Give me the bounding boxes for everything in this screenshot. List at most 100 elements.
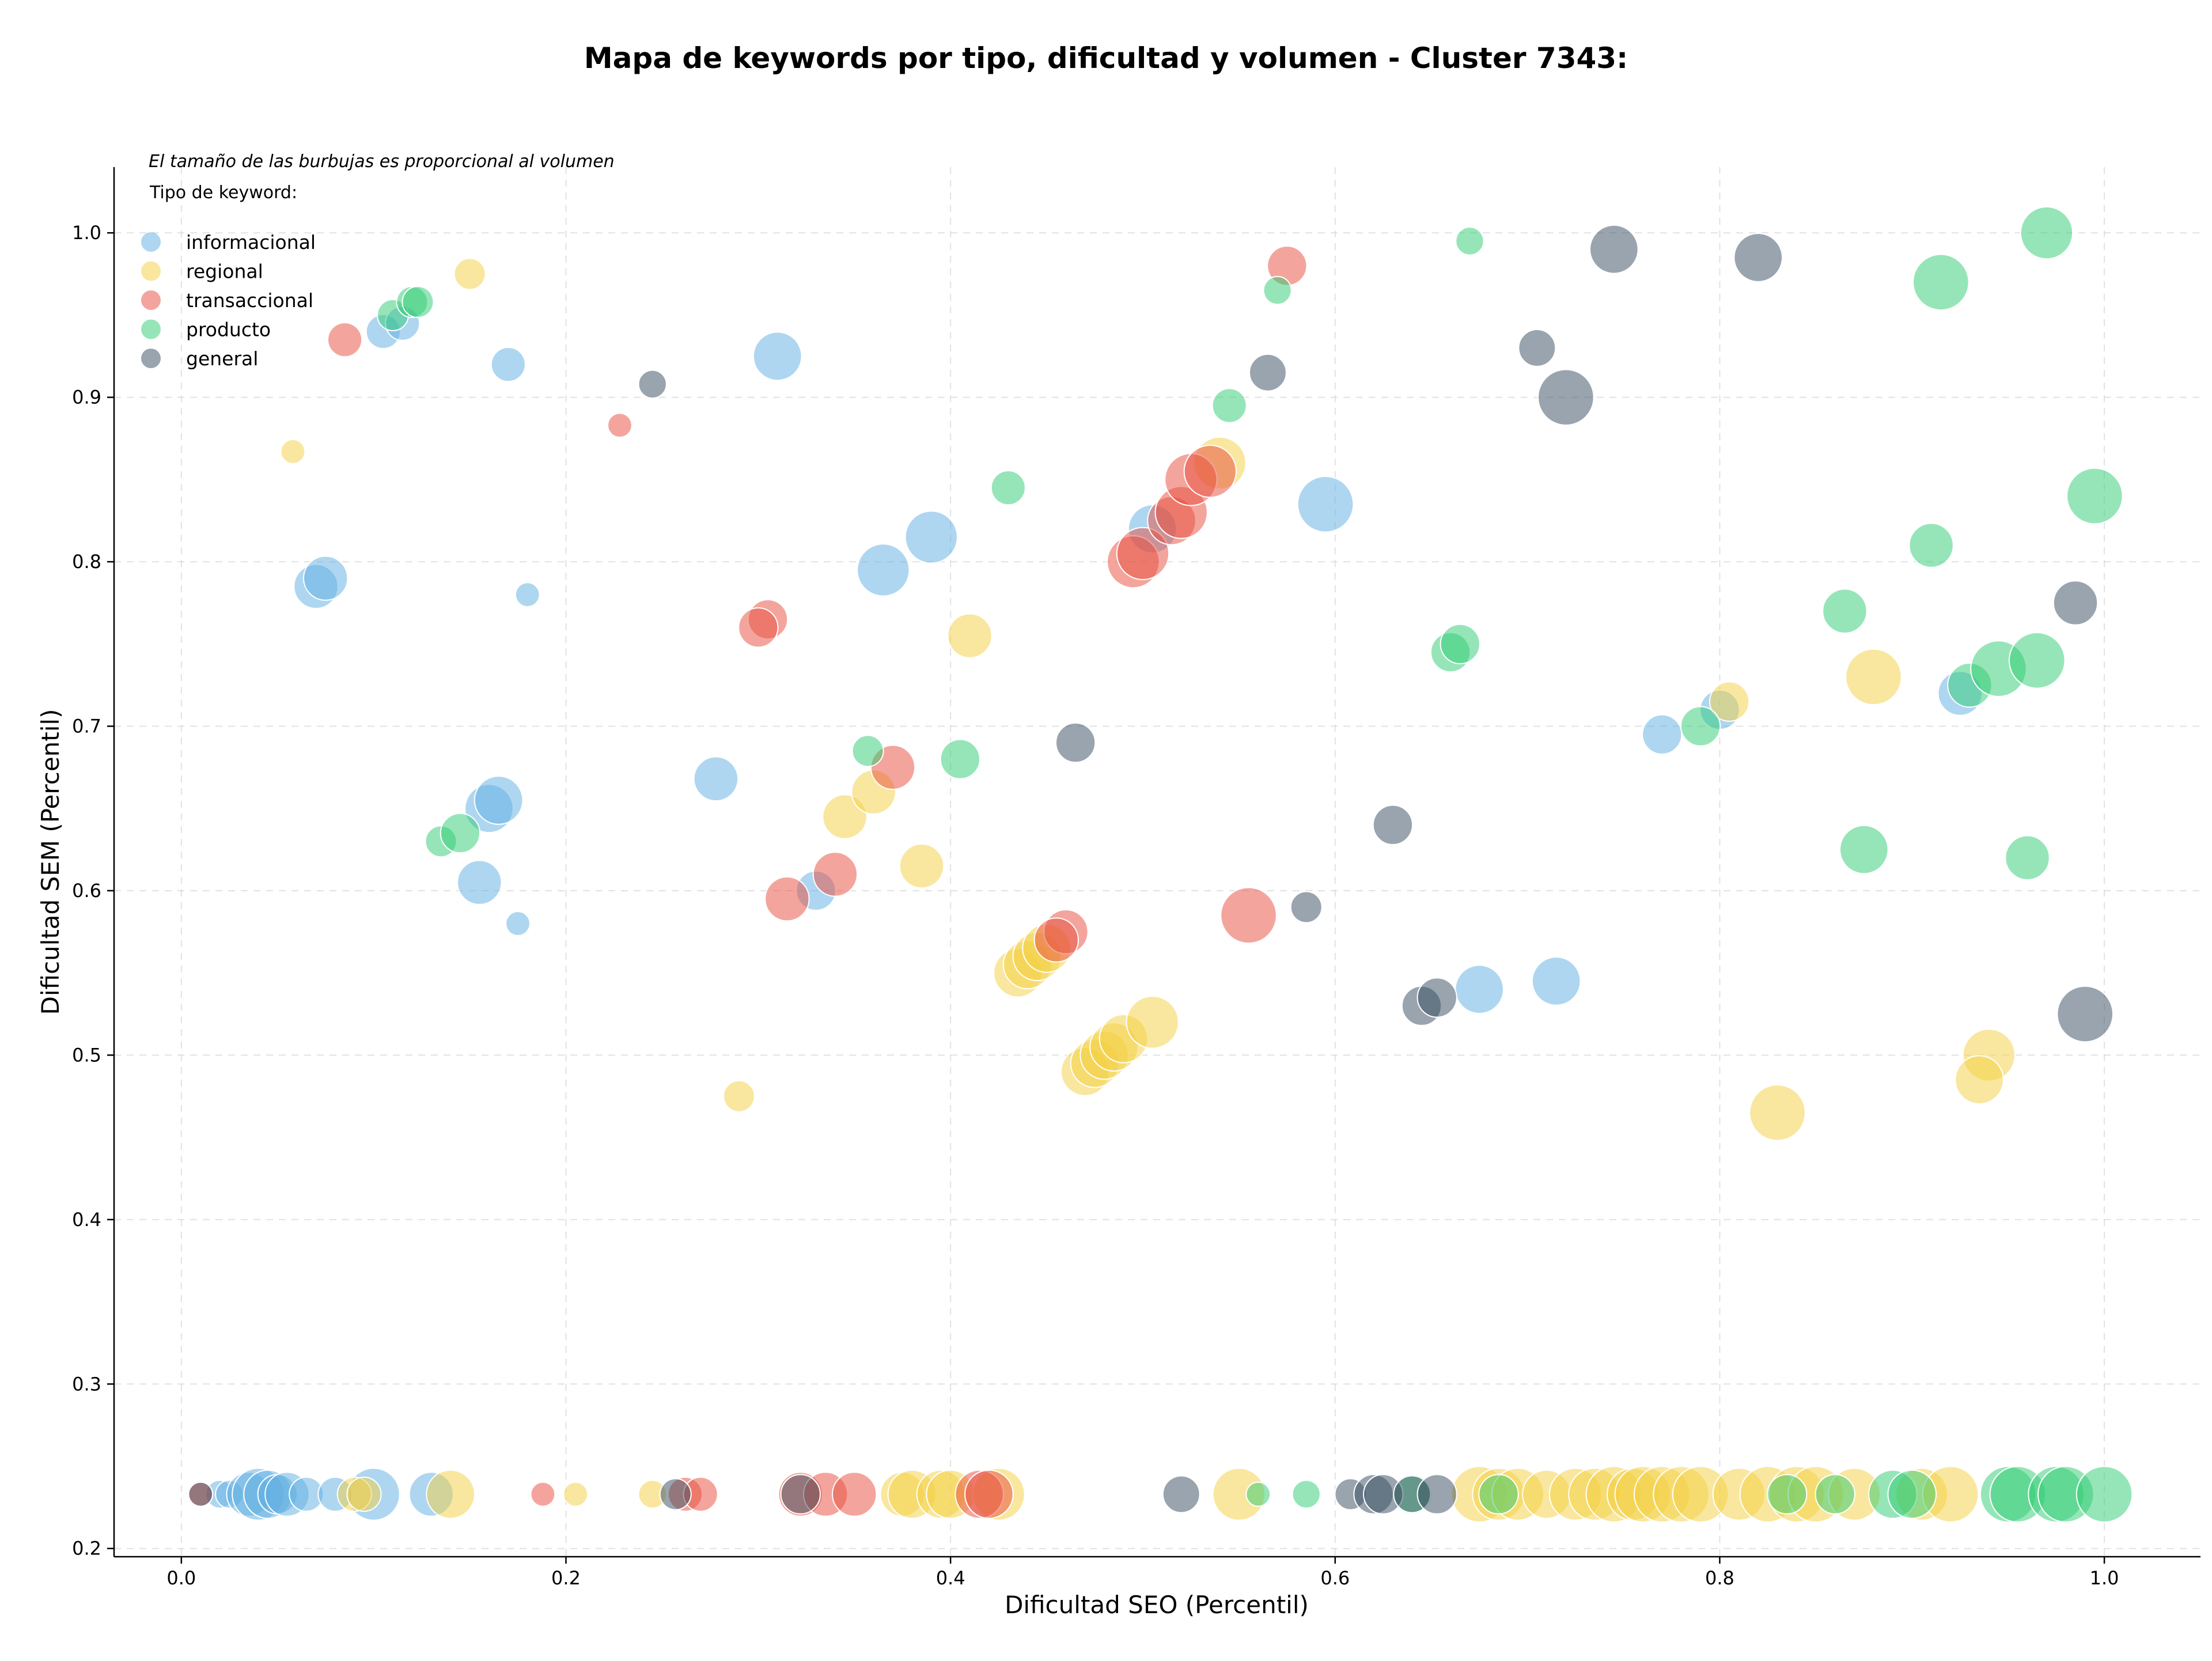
bubble-producto (1211, 388, 1247, 423)
bubble-transaccional (764, 876, 810, 922)
bubble-transaccional (1116, 527, 1170, 580)
legend-label-general: general (186, 347, 258, 370)
chart-title: Mapa de keywords por tipo, dificultad y … (584, 41, 1628, 75)
bubble-general (2056, 985, 2114, 1043)
bubble-regional (426, 1469, 476, 1519)
bubble-size-note: El tamaño de las burbujas es proporciona… (149, 152, 615, 172)
bubble-producto (1839, 824, 1889, 875)
ticks: 0.0 0.2 0.4 0.6 0.8 1.0 0.2 0.3 0.4 0.5 0.6 0.7 0.8 0… (72, 222, 2119, 1589)
bubble-producto (2020, 206, 2074, 260)
bubble-informacional (474, 775, 524, 825)
bubble-general (1537, 369, 1594, 426)
legend-marker-transaccional (141, 290, 161, 310)
x-tick-label: 0.2 (551, 1567, 581, 1589)
bubble-transaccional (738, 607, 779, 648)
bubble-transaccional (832, 1471, 877, 1517)
y-tick-label: 0.9 (72, 387, 101, 408)
bubble-regional (563, 1481, 589, 1507)
y-tick-label: 0.5 (72, 1044, 101, 1066)
bubble-general (780, 1474, 821, 1515)
bubble-general (2052, 580, 2099, 626)
bubble-producto (1887, 1469, 1937, 1519)
x-tick-label: 0.4 (936, 1567, 965, 1589)
bubble-producto (1822, 588, 1868, 634)
bubble-regional (1845, 648, 1902, 706)
bubble-general (1589, 224, 1639, 274)
bubble-producto (1455, 226, 1484, 256)
bubble-informacional (1642, 714, 1683, 755)
y-tick-label: 0.8 (72, 551, 101, 573)
bubble-informacional (904, 510, 958, 564)
bubble-transaccional (327, 322, 363, 358)
legend: Tipo de keyword: informacional regional tr… (141, 183, 316, 370)
legend-label-regional: regional (186, 260, 263, 283)
bubble-regional (1709, 681, 1750, 722)
bubble-general (188, 1481, 214, 1507)
legend-title: Tipo de keyword: (149, 183, 297, 203)
bubble-producto (1815, 1474, 1855, 1515)
bubble-general (1162, 1475, 1200, 1514)
x-tick-label: 0.0 (166, 1567, 196, 1589)
bubble-general (1416, 977, 1457, 1018)
bubble-regional (346, 1476, 382, 1512)
bubble-regional (1749, 1084, 1806, 1141)
bubble-producto (440, 812, 481, 854)
legend-label-informacional: informacional (186, 231, 316, 253)
bubble-producto (2008, 632, 2066, 689)
bubble-informacional (490, 346, 526, 383)
bubble-informacional (752, 331, 802, 381)
bubble-regional (1955, 1055, 2004, 1105)
bubble-informacional (303, 555, 349, 601)
grid (114, 167, 2200, 1557)
bubble-producto (1680, 706, 1721, 747)
bubble-producto (1263, 275, 1292, 305)
bubble-transaccional (964, 1469, 1014, 1519)
bubble-producto (1767, 1474, 1808, 1515)
legend-label-transaccional: transaccional (186, 289, 313, 312)
bubble-producto (2066, 467, 2123, 525)
bubble-regional (280, 438, 306, 464)
bubble-regional (453, 258, 486, 290)
y-tick-label: 0.4 (72, 1209, 101, 1231)
bubble-producto (990, 470, 1026, 506)
bubble-general (1518, 329, 1556, 367)
bubble-producto (1908, 523, 1954, 568)
bubble-informacional (505, 911, 531, 936)
bubble-producto (940, 739, 980, 780)
bubble-general (1249, 353, 1287, 392)
legend-marker-regional (141, 261, 161, 281)
bubble-transaccional (607, 413, 632, 438)
bubble-informacional (1531, 956, 1581, 1006)
bubble-transaccional (1220, 887, 1277, 944)
bubble-transaccional (812, 852, 858, 897)
y-tick-label: 1.0 (72, 222, 101, 244)
legend-marker-producto (141, 319, 161, 339)
y-tick-label: 0.6 (72, 880, 101, 902)
x-axis-label: Dificultad SEO (Percentil) (1005, 1591, 1309, 1619)
bubble-transaccional (530, 1481, 556, 1507)
bubble-transaccional (1183, 444, 1237, 498)
bubble-general (638, 369, 667, 399)
bubble-regional (899, 843, 945, 889)
legend-marker-informacional (141, 232, 161, 252)
bubble-informacional (693, 756, 739, 802)
bubble-producto (851, 735, 884, 767)
bubble-regional (947, 613, 993, 659)
y-tick-label: 0.3 (72, 1373, 101, 1395)
bubble-informacional (514, 582, 540, 608)
bubble-producto (1912, 253, 1969, 311)
bubble-producto (1478, 1474, 1519, 1515)
y-tick-label: 0.7 (72, 716, 101, 737)
x-tick-label: 1.0 (2090, 1567, 2119, 1589)
y-axis-label: Dificultad SEM (Percentil) (36, 709, 65, 1015)
x-tick-label: 0.6 (1320, 1567, 1350, 1589)
bubble-general (659, 1478, 692, 1511)
bubble-general (1416, 1474, 1457, 1515)
legend-marker-general (141, 349, 161, 368)
legend-label-producto: producto (186, 319, 271, 341)
bubble-informacional (857, 543, 910, 597)
bubble-informacional (1297, 475, 1354, 533)
y-tick-label: 0.2 (72, 1538, 101, 1560)
bubble-producto (1291, 1480, 1321, 1509)
